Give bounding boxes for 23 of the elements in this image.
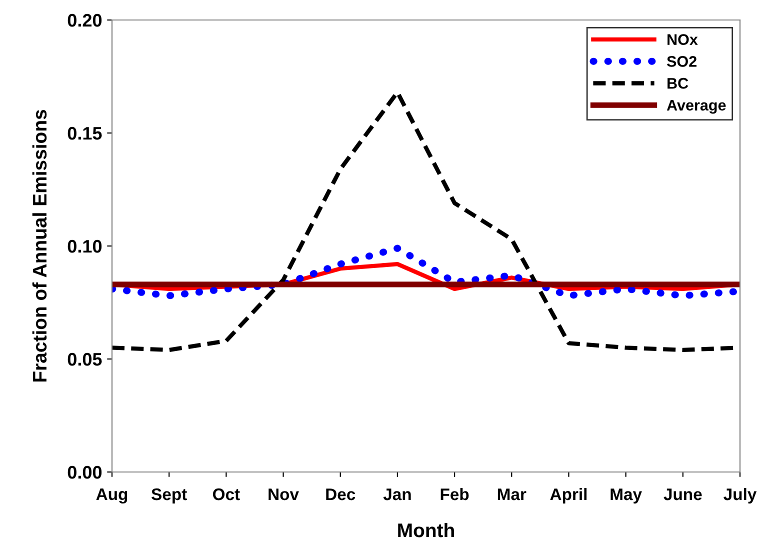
x-tick-label: May xyxy=(610,488,642,504)
x-tick-label: Oct xyxy=(212,488,240,500)
y-tick-label: 0.00 xyxy=(68,466,102,479)
legend-label: NOx xyxy=(668,34,698,45)
x-tick-label: June xyxy=(664,488,702,500)
legend-label: Average xyxy=(666,100,726,114)
y-tick-label: 0.15 xyxy=(68,126,102,140)
y-tick-label: 0.20 xyxy=(68,14,102,27)
x-tick-label: Dec xyxy=(326,488,356,500)
y-tick-label: 0.05 xyxy=(68,352,102,366)
x-tick-label: Jan xyxy=(383,488,411,500)
y-tick-label: 0.10 xyxy=(68,240,102,253)
x-axis-title: Month xyxy=(398,522,454,538)
x-tick-label: Sept xyxy=(152,488,187,504)
x-tick-label: July xyxy=(724,488,757,504)
x-tick-label: Aug xyxy=(96,488,128,504)
x-tick-label: Nov xyxy=(268,488,299,500)
legend-label: BC xyxy=(668,78,688,89)
legend-label: SO2 xyxy=(666,56,696,67)
y-axis-title: Fraction of Annual Emissions xyxy=(32,110,47,382)
x-tick-label: April xyxy=(550,488,587,504)
x-tick-label: Feb xyxy=(440,488,469,500)
x-tick-label: Mar xyxy=(498,488,526,500)
